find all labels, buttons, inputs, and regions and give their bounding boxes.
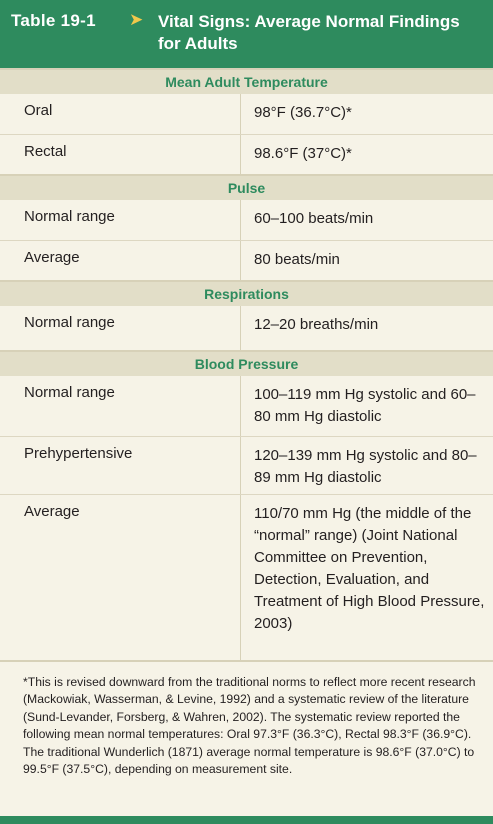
row-value: 12–20 breaths/min [254,316,379,333]
footnote-text: *This is revised downward from the tradi… [23,675,476,777]
table-footnote: *This is revised downward from the tradi… [0,660,493,816]
arrow-icon: ➤ [129,10,144,29]
column-divider [240,376,241,660]
row-label: Oral [24,102,53,119]
table-number: Table 19-1 [11,11,96,30]
row-value: 98°F (36.7°C)* [254,104,352,121]
section-heading-temperature: Mean Adult Temperature [0,68,493,94]
table-row: Average 80 beats/min [0,240,493,280]
table-row: Normal range 12–20 breaths/min [0,306,493,350]
table-header: Table 19-1 ➤ Vital Signs: Average Normal… [0,0,493,68]
row-label: Normal range [24,208,115,225]
row-value: 60–100 beats/min [254,210,374,227]
row-label: Average [24,503,80,520]
bottom-rule [0,816,493,824]
table-row: Normal range 60–100 beats/min [0,200,493,240]
row-label: Prehypertensive [24,445,133,462]
row-value: 80 beats/min [254,251,340,268]
table-title: Vital Signs: Average Normal Findings for… [158,12,460,53]
column-divider [240,306,241,350]
row-label: Average [24,249,80,266]
section-heading-blood-pressure: Blood Pressure [0,350,493,376]
row-value: 110/70 mm Hg (the middle of the “normal”… [254,505,485,632]
row-label: Normal range [24,384,115,401]
section-heading-pulse: Pulse [0,174,493,200]
row-value: 100–119 mm Hg systolic and 60–80 mm Hg d… [254,386,476,425]
table-row: Average 110/70 mm Hg (the middle of the … [0,494,493,660]
table-row: Normal range 100–119 mm Hg systolic and … [0,376,493,436]
section-heading-respirations: Respirations [0,280,493,306]
row-value: 120–139 mm Hg systolic and 80–89 mm Hg d… [254,447,477,486]
table-row: Prehypertensive 120–139 mm Hg systolic a… [0,436,493,494]
table-row: Rectal 98.6°F (37°C)* [0,134,493,174]
row-label: Rectal [24,143,67,160]
table-row: Oral 98°F (36.7°C)* [0,94,493,134]
row-label: Normal range [24,314,115,331]
row-value: 98.6°F (37°C)* [254,145,352,162]
